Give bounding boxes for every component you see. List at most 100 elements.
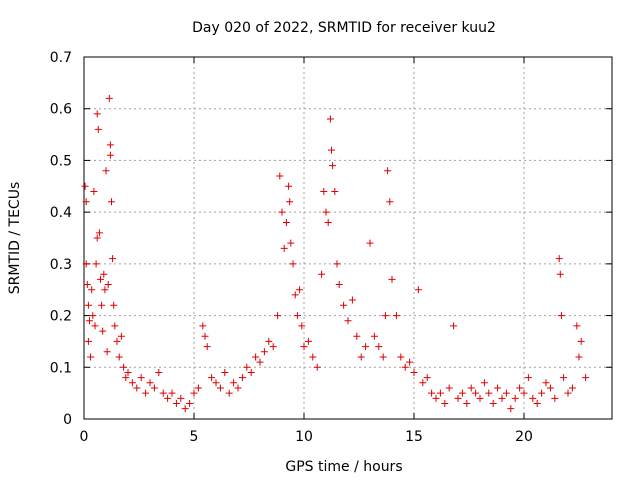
data-point [348, 296, 356, 304]
data-point [397, 353, 405, 361]
data-point [265, 337, 273, 345]
y-tick-label: 0.2 [50, 309, 72, 325]
data-point [113, 337, 121, 345]
data-point [293, 312, 301, 320]
data-point [186, 399, 194, 407]
data-point [276, 172, 284, 180]
data-point [106, 141, 114, 149]
data-point [546, 384, 554, 392]
data-point [95, 229, 103, 237]
data-point [115, 353, 123, 361]
data-point [428, 389, 436, 397]
data-point [300, 343, 308, 351]
data-point [555, 255, 563, 263]
y-tick-label: 0.4 [50, 205, 72, 221]
data-point [375, 343, 383, 351]
data-point [498, 394, 506, 402]
data-point [137, 374, 145, 382]
data-point [366, 239, 374, 247]
data-point [88, 286, 96, 294]
data-point [419, 379, 427, 387]
data-point [538, 389, 546, 397]
y-tick-label: 0 [63, 412, 72, 428]
data-point [494, 384, 502, 392]
data-point [92, 260, 100, 268]
data-point [216, 384, 224, 392]
data-point [146, 379, 154, 387]
data-point [320, 187, 328, 195]
data-point [386, 198, 394, 206]
data-point [335, 281, 343, 289]
data-point [103, 348, 111, 356]
data-point [467, 384, 475, 392]
data-point [542, 379, 550, 387]
data-point [423, 374, 431, 382]
data-point [516, 384, 524, 392]
data-point [436, 389, 444, 397]
data-point [485, 389, 493, 397]
y-tick-label: 0.6 [50, 102, 72, 118]
data-point [568, 384, 576, 392]
data-point [564, 389, 572, 397]
data-point [326, 115, 334, 123]
data-point [324, 218, 332, 226]
data-point [252, 353, 260, 361]
data-point [551, 394, 559, 402]
data-point [94, 125, 102, 133]
x-tick-label: 5 [190, 429, 199, 445]
data-point [117, 332, 125, 340]
x-tick-label: 10 [295, 429, 313, 445]
data-point [357, 353, 365, 361]
data-point [560, 374, 568, 382]
data-point [289, 260, 297, 268]
data-point [328, 146, 335, 154]
data-point [384, 167, 392, 175]
data-point [93, 110, 101, 118]
data-point [221, 368, 229, 376]
grid-lines [84, 57, 612, 419]
data-point [329, 162, 337, 170]
data-point [89, 312, 97, 320]
data-point [177, 394, 185, 402]
data-point [101, 286, 109, 294]
y-tick-label: 0.3 [50, 257, 72, 273]
data-point [285, 182, 293, 190]
data-point [445, 384, 453, 392]
data-point [322, 208, 330, 216]
data-point [234, 384, 242, 392]
data-point [520, 389, 528, 397]
data-point [104, 281, 112, 289]
data-point [432, 394, 440, 402]
data-point [353, 332, 361, 340]
x-tick-label: 15 [405, 429, 423, 445]
data-point [575, 353, 583, 361]
data-point [401, 363, 409, 371]
y-tick-label: 0.5 [50, 153, 72, 169]
data-point [86, 317, 93, 325]
data-point [573, 322, 581, 330]
y-tick-label: 0.1 [50, 360, 72, 376]
data-point [91, 322, 99, 330]
data-point [164, 394, 172, 402]
y-axis-label: SRMTID / TECUs [7, 182, 23, 295]
data-point [296, 286, 304, 294]
data-point [511, 394, 519, 402]
data-point [100, 270, 108, 278]
data-point [556, 270, 564, 278]
data-point [533, 399, 541, 407]
data-point [98, 301, 106, 309]
data-point [280, 244, 288, 252]
data-point [84, 301, 92, 309]
data-point [476, 394, 484, 402]
data-point [278, 208, 286, 216]
data-point [150, 384, 158, 392]
data-point [181, 405, 189, 413]
data-point [388, 275, 396, 283]
data-point [93, 234, 101, 242]
data-point [287, 239, 295, 247]
data-point [83, 281, 91, 289]
data-point [172, 399, 180, 407]
data-point [489, 399, 497, 407]
axis-ticks [83, 56, 612, 420]
